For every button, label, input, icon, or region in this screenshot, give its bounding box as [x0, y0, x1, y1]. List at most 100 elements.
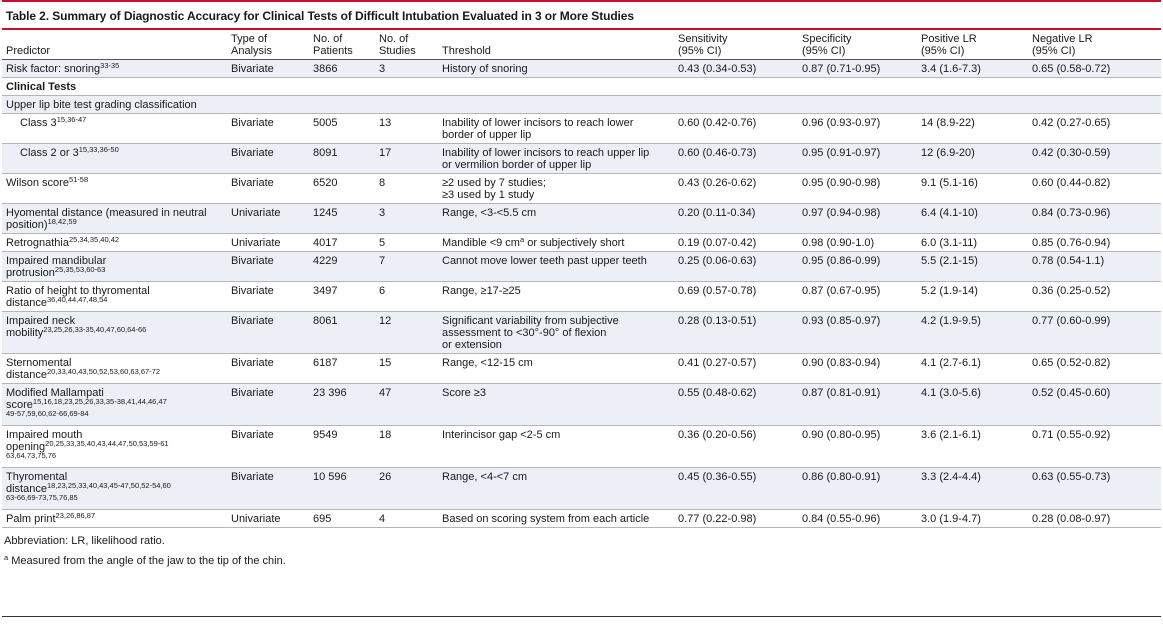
studies-cell: 12 — [375, 311, 438, 354]
negative-lr-cell: 0.65 (0.52-0.82) — [1028, 353, 1161, 384]
positive-lr-cell: 4.2 (1.9-9.5) — [917, 311, 1028, 354]
section-title: Clinical Tests — [2, 77, 1161, 96]
header-type: Type of Analysis — [227, 30, 309, 60]
title-rule — [2, 28, 1161, 30]
sensitivity-cell: 0.19 (0.07-0.42) — [674, 233, 798, 252]
table-row: Class 315,36-47 Bivariate 5005 13 Inabil… — [2, 113, 1161, 144]
studies-cell: 6 — [375, 281, 438, 312]
positive-lr-cell: 6.4 (4.1-10) — [917, 203, 1028, 234]
threshold-cell: Range, ≥17-≥25 — [438, 281, 674, 312]
subheading-title: Upper lip bite test grading classificati… — [2, 95, 1161, 114]
positive-lr-cell: 5.2 (1.9-14) — [917, 281, 1028, 312]
table-row: Retrognathia25,34,35,40,42 Univariate 40… — [2, 233, 1161, 252]
sensitivity-cell: 0.60 (0.46-0.73) — [674, 143, 798, 174]
header-positive-lr: Positive LR (95% CI) — [917, 30, 1028, 60]
threshold-cell: Range, <4-<7 cm — [438, 467, 674, 510]
type-cell: Univariate — [227, 233, 309, 252]
predictor-cell: Hyomental distance (measured in neutral p… — [2, 203, 227, 234]
type-cell: Bivariate — [227, 59, 309, 78]
top-rule — [2, 0, 1161, 2]
sensitivity-cell: 0.60 (0.42-0.76) — [674, 113, 798, 144]
negative-lr-cell: 0.65 (0.58-0.72) — [1028, 59, 1161, 78]
patients-cell: 3866 — [309, 59, 375, 78]
type-cell: Bivariate — [227, 143, 309, 174]
negative-lr-cell: 0.71 (0.55-0.92) — [1028, 425, 1161, 468]
positive-lr-cell: 5.5 (2.1-15) — [917, 251, 1028, 282]
specificity-cell: 0.84 (0.55-0.96) — [798, 509, 917, 528]
negative-lr-cell: 0.77 (0.60-0.99) — [1028, 311, 1161, 354]
negative-lr-cell: 0.28 (0.08-0.97) — [1028, 509, 1161, 528]
table-footer: Abbreviation: LR, likelihood ratio. a Me… — [2, 528, 1161, 568]
patients-cell: 3497 — [309, 281, 375, 312]
specificity-cell: 0.96 (0.93-0.97) — [798, 113, 917, 144]
table-row: Impaired mandibular protrusion25,35,53,60… — [2, 251, 1161, 282]
studies-cell: 8 — [375, 173, 438, 204]
sensitivity-cell: 0.43 (0.34-0.53) — [674, 59, 798, 78]
table-row: Modified Mallampati score15,16,18,23,25,2… — [2, 383, 1161, 426]
positive-lr-cell: 14 (8.9-22) — [917, 113, 1028, 144]
table-row: Class 2 or 315,33,36-50 Bivariate 8091 1… — [2, 143, 1161, 174]
patients-cell: 6520 — [309, 173, 375, 204]
positive-lr-cell: 12 (6.9-20) — [917, 143, 1028, 174]
patients-cell: 1245 — [309, 203, 375, 234]
predictor-cell: Wilson score51-58 — [2, 173, 227, 204]
specificity-cell: 0.93 (0.85-0.97) — [798, 311, 917, 354]
specificity-cell: 0.90 (0.83-0.94) — [798, 353, 917, 384]
negative-lr-cell: 0.85 (0.76-0.94) — [1028, 233, 1161, 252]
specificity-cell: 0.86 (0.80-0.91) — [798, 467, 917, 510]
studies-cell: 7 — [375, 251, 438, 282]
table-title: Table 2. Summary of Diagnostic Accuracy … — [6, 9, 634, 23]
header-patients: No. of Patients — [309, 30, 375, 60]
table-row: Impaired neck mobility23,25,26,33-35,40,4… — [2, 311, 1161, 354]
specificity-cell: 0.95 (0.91-0.97) — [798, 143, 917, 174]
predictor-cell: Risk factor: snoring33-35 — [2, 59, 227, 78]
studies-cell: 3 — [375, 59, 438, 78]
type-cell: Bivariate — [227, 383, 309, 426]
positive-lr-cell: 3.6 (2.1-6.1) — [917, 425, 1028, 468]
type-cell: Bivariate — [227, 353, 309, 384]
specificity-cell: 0.97 (0.94-0.98) — [798, 203, 917, 234]
section-row: Clinical Tests — [2, 77, 1161, 96]
header-negative-lr: Negative LR (95% CI) — [1028, 30, 1161, 60]
positive-lr-cell: 4.1 (2.7-6.1) — [917, 353, 1028, 384]
sensitivity-cell: 0.77 (0.22-0.98) — [674, 509, 798, 528]
threshold-cell: Interincisor gap <2-5 cm — [438, 425, 674, 468]
specificity-cell: 0.95 (0.86-0.99) — [798, 251, 917, 282]
table-row: Risk factor: snoring33-35 Bivariate 3866… — [2, 59, 1161, 78]
threshold-cell: Significant variability from subjective a… — [438, 311, 674, 354]
negative-lr-cell: 0.42 (0.27-0.65) — [1028, 113, 1161, 144]
header-studies: No. of Studies — [375, 30, 438, 60]
table-row: Hyomental distance (measured in neutral p… — [2, 203, 1161, 234]
type-cell: Bivariate — [227, 173, 309, 204]
positive-lr-cell: 3.3 (2.4-4.4) — [917, 467, 1028, 510]
studies-cell: 4 — [375, 509, 438, 528]
sensitivity-cell: 0.25 (0.06-0.63) — [674, 251, 798, 282]
sensitivity-cell: 0.43 (0.26-0.62) — [674, 173, 798, 204]
bottom-rule — [2, 616, 1161, 617]
patients-cell: 10 596 — [309, 467, 375, 510]
patients-cell: 4229 — [309, 251, 375, 282]
type-cell: Univariate — [227, 509, 309, 528]
predictor-cell: Modified Mallampati score15,16,18,23,25,2… — [2, 383, 227, 426]
type-cell: Univariate — [227, 203, 309, 234]
negative-lr-cell: 0.84 (0.73-0.96) — [1028, 203, 1161, 234]
type-cell: Bivariate — [227, 281, 309, 312]
positive-lr-cell: 6.0 (3.1-11) — [917, 233, 1028, 252]
predictor-cell: Thyromental distance18,23,25,33,40,43,45-… — [2, 467, 227, 510]
table-row: Ratio of height to thyromental distance36… — [2, 281, 1161, 312]
header-predictor: Predictor — [2, 30, 227, 60]
negative-lr-cell: 0.36 (0.25-0.52) — [1028, 281, 1161, 312]
sensitivity-cell: 0.36 (0.20-0.56) — [674, 425, 798, 468]
sensitivity-cell: 0.45 (0.36-0.55) — [674, 467, 798, 510]
predictor-cell: Ratio of height to thyromental distance36… — [2, 281, 227, 312]
threshold-cell: Range, <3-<5.5 cm — [438, 203, 674, 234]
patients-cell: 5005 — [309, 113, 375, 144]
negative-lr-cell: 0.63 (0.55-0.73) — [1028, 467, 1161, 510]
positive-lr-cell: 3.4 (1.6-7.3) — [917, 59, 1028, 78]
header-specificity: Specificity (95% CI) — [798, 30, 917, 60]
predictor-cell: Retrognathia25,34,35,40,42 — [2, 233, 227, 252]
threshold-cell: ≥2 used by 7 studies; ≥3 used by 1 study — [438, 173, 674, 204]
threshold-cell: Inability of lower incisors to reach upp… — [438, 143, 674, 174]
document-page: Table 2. Summary of Diagnostic Accuracy … — [2, 0, 1161, 617]
negative-lr-cell: 0.60 (0.44-0.82) — [1028, 173, 1161, 204]
